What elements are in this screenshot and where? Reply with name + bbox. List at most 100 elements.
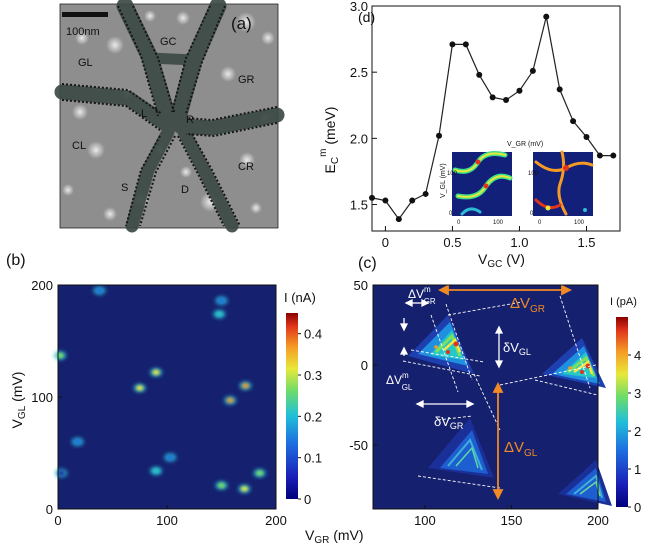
x-tick-label: 1.0 <box>510 235 528 250</box>
peak <box>239 381 252 390</box>
y-tick-label: 3.0 <box>350 0 368 14</box>
region-label-cr: CR <box>238 161 254 173</box>
data-point <box>543 13 550 20</box>
colorbar-tick-label: 0.3 <box>304 368 322 383</box>
region-label-s: S <box>121 182 128 194</box>
colorbar-tick-label: 0 <box>634 500 641 515</box>
data-point <box>556 86 563 93</box>
triangle-lower-left <box>428 418 494 478</box>
peak <box>253 469 266 478</box>
label-dvmgl: ΔVm GL <box>386 371 413 392</box>
inset-left-tick-100: 100 <box>447 171 458 177</box>
panel-d-inset: V_GR (mV) V_GL (mV) 100 0 100 0 0 100 0 … <box>440 141 594 226</box>
x-tick-label: 0 <box>54 513 61 528</box>
panel-b-colorbar <box>286 313 298 499</box>
colorbar-tick-label: 3 <box>634 386 641 401</box>
panel-c-arrows <box>399 284 573 501</box>
sem-gate-electrodes <box>54 0 285 233</box>
y-tick-label: 200 <box>31 278 53 293</box>
region-label-r: R <box>186 114 194 126</box>
inset-right-features <box>534 150 594 216</box>
peak <box>71 437 84 446</box>
data-point <box>529 67 536 74</box>
data-point <box>369 194 375 201</box>
panel-d-series <box>369 13 617 223</box>
x-tick-label: 0 <box>382 235 389 250</box>
data-point <box>610 152 617 159</box>
y-tick-label: 2.5 <box>350 65 368 80</box>
data-point <box>503 96 510 103</box>
scale-bar <box>62 12 108 17</box>
data-point <box>436 132 443 139</box>
inset-left-map <box>452 152 512 216</box>
y-tick-label: 100 <box>31 390 53 405</box>
panel-b-colorbar-label: I (nA) <box>284 290 316 305</box>
label-dvmgr: ΔVm GR <box>408 285 436 306</box>
panel-c-colorbar-label: I (pA) <box>610 296 637 308</box>
colorbar-tick-label: 0.1 <box>304 451 322 466</box>
data-point <box>476 71 483 78</box>
colorbar-tick-label: 4 <box>634 348 641 363</box>
peak <box>213 310 226 319</box>
data-point <box>583 134 590 141</box>
colorbar-tick-label: 1 <box>634 462 641 477</box>
peak <box>215 296 228 305</box>
panel-c-colorbar <box>616 317 628 507</box>
region-label-cl: CL <box>72 140 86 152</box>
panel-b-heatmap-background <box>58 285 276 509</box>
panel-b-peaks <box>54 286 266 493</box>
inset-left-xtick-100: 100 <box>493 220 504 226</box>
panel-d-frame <box>371 5 621 232</box>
data-point <box>516 87 523 94</box>
inset-left-tick-0: 0 <box>449 211 453 217</box>
y-tick-label: 1.5 <box>350 198 368 213</box>
y-tick-label: 2.0 <box>350 131 368 146</box>
panel-d: (d) 0 0.5 1.0 1.5 1.5 2.0 2.5 3.0 <box>318 0 621 270</box>
y-tick-label: 50 <box>354 278 368 293</box>
x-tick-label: 0.5 <box>443 235 461 250</box>
panel-a: 100nm (a) GC GL GR L R CL CR S D <box>54 0 285 233</box>
triangle-upper-right <box>542 338 606 388</box>
peak <box>238 484 251 493</box>
x-tick-label: 100 <box>156 513 178 528</box>
y-tick-label: 0 <box>46 502 53 517</box>
panel-c-axis-ticks: 100 150 200 -50 0 50 <box>349 278 609 528</box>
panel-b-label: (b) <box>6 252 26 269</box>
colorbar-tick-label: 2 <box>634 424 641 439</box>
x-tick-label: 200 <box>265 513 287 528</box>
panel-b-ylabel: VGL (mV) <box>9 372 28 429</box>
panel-b-axis-ticks: 0 100 200 0 100 200 <box>31 278 287 528</box>
panel-d-label: (d) <box>358 9 375 25</box>
inset-left-features <box>452 151 513 216</box>
panel-b-colorbar-ticks: 0 0.1 0.2 0.3 0.4 <box>298 327 322 507</box>
inset-right-xtick-100: 100 <box>574 220 585 226</box>
x-tick-label: 100 <box>414 513 436 528</box>
data-point <box>596 152 603 159</box>
region-label-gc: GC <box>160 36 177 48</box>
peak <box>215 481 228 490</box>
region-label-gl: GL <box>78 57 93 69</box>
x-tick-label: 150 <box>501 513 523 528</box>
region-label-gr: GR <box>238 74 255 86</box>
data-point <box>570 118 577 125</box>
region-label-d: D <box>181 184 189 196</box>
panel-c-frame <box>372 284 599 510</box>
data-point <box>382 197 389 204</box>
y-tick-label: 0 <box>361 358 368 373</box>
sem-region-labels: GC GL GR L R CL CR S D <box>72 36 255 196</box>
peak <box>150 466 163 475</box>
peak <box>54 351 67 360</box>
peak <box>55 469 68 478</box>
inset-right-xtick-0: 0 <box>538 220 542 226</box>
x-tick-label: 200 <box>587 513 609 528</box>
inset-right-tick-0: 0 <box>530 211 534 217</box>
panel-c: (c) <box>349 255 641 528</box>
panel-b-xlabel: VGR (mV) <box>305 527 364 546</box>
inset-left-xtick-0: 0 <box>457 220 461 226</box>
y-tick-label: -50 <box>349 438 368 453</box>
data-point <box>489 94 496 101</box>
peak <box>150 368 163 377</box>
region-label-l: L <box>141 108 147 120</box>
